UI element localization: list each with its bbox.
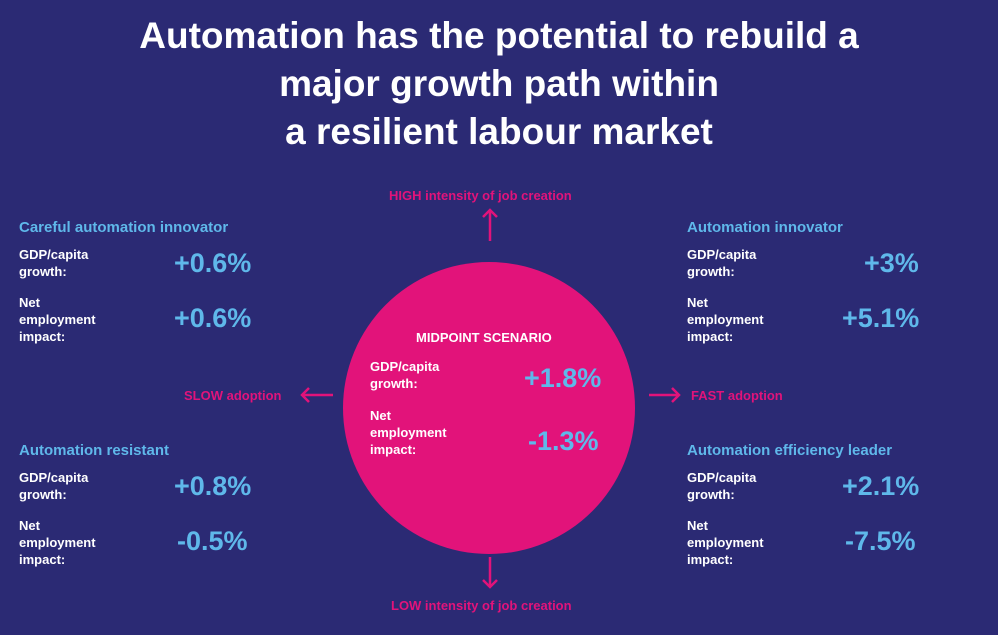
employment-row: Net employment impact: -0.5% [19,517,299,579]
employment-value: -0.5% [177,526,248,556]
gdp-row: GDP/capita growth: +2.1% [687,469,967,517]
gdp-value: +3% [864,248,919,278]
title-line-1: Automation has the potential to rebuild … [139,15,859,56]
gdp-row: GDP/capita growth: +0.6% [19,246,299,294]
gdp-value: +0.6% [174,248,252,278]
employment-row: Net employment impact: -7.5% [687,517,967,579]
arrow-up-icon [482,208,498,241]
quadrant-automation-efficiency-leader: Automation efficiency leader GDP/capita … [687,442,967,579]
midpoint-circle [343,262,635,554]
quadrant-title: Automation efficiency leader [687,442,893,459]
quadrant-title: Careful automation innovator [19,219,229,236]
quadrant-title: Automation innovator [687,219,843,236]
axis-label-high: HIGH intensity of job creation [389,188,572,203]
employment-label: Net employment impact: [687,295,764,344]
gdp-label: GDP/capita growth: [19,470,89,502]
gdp-row: GDP/capita growth: +3% [687,246,967,294]
gdp-label: GDP/capita growth: [687,247,757,279]
quadrant-title: Automation resistant [19,442,170,459]
midpoint-employment-label: Net employment impact: [370,408,447,457]
title-line-3: a resilient labour market [285,111,713,152]
gdp-value: +0.8% [174,471,252,501]
page-title: Automation has the potential to rebuild … [0,12,998,156]
quadrant-automation-innovator: Automation innovator GDP/capita growth: … [687,219,967,356]
midpoint-title: MIDPOINT SCENARIO [416,330,552,345]
arrow-down-icon [482,557,498,589]
employment-value: +0.6% [174,303,252,333]
axis-label-slow: SLOW adoption [184,388,282,403]
gdp-label: GDP/capita growth: [19,247,89,279]
midpoint-gdp-label: GDP/capita growth: [370,359,440,391]
gdp-label: GDP/capita growth: [687,470,757,502]
arrow-right-icon [649,387,681,403]
employment-value: -7.5% [845,526,916,556]
axis-label-low: LOW intensity of job creation [391,598,572,613]
midpoint-employment-value: -1.3% [528,426,599,456]
employment-row: Net employment impact: +5.1% [687,294,967,356]
gdp-value: +2.1% [842,471,920,501]
arrow-left-icon [300,387,333,403]
quadrant-automation-resistant: Automation resistant GDP/capita growth: … [19,442,299,579]
axis-label-fast: FAST adoption [691,388,783,403]
gdp-row: GDP/capita growth: +0.8% [19,469,299,517]
employment-row: Net employment impact: +0.6% [19,294,299,356]
quadrant-careful-automation-innovator: Careful automation innovator GDP/capita … [19,219,299,356]
employment-label: Net employment impact: [19,295,96,344]
midpoint-gdp-value: +1.8% [524,363,602,393]
employment-label: Net employment impact: [19,518,96,567]
employment-label: Net employment impact: [687,518,764,567]
title-line-2: major growth path within [279,63,719,104]
employment-value: +5.1% [842,303,920,333]
